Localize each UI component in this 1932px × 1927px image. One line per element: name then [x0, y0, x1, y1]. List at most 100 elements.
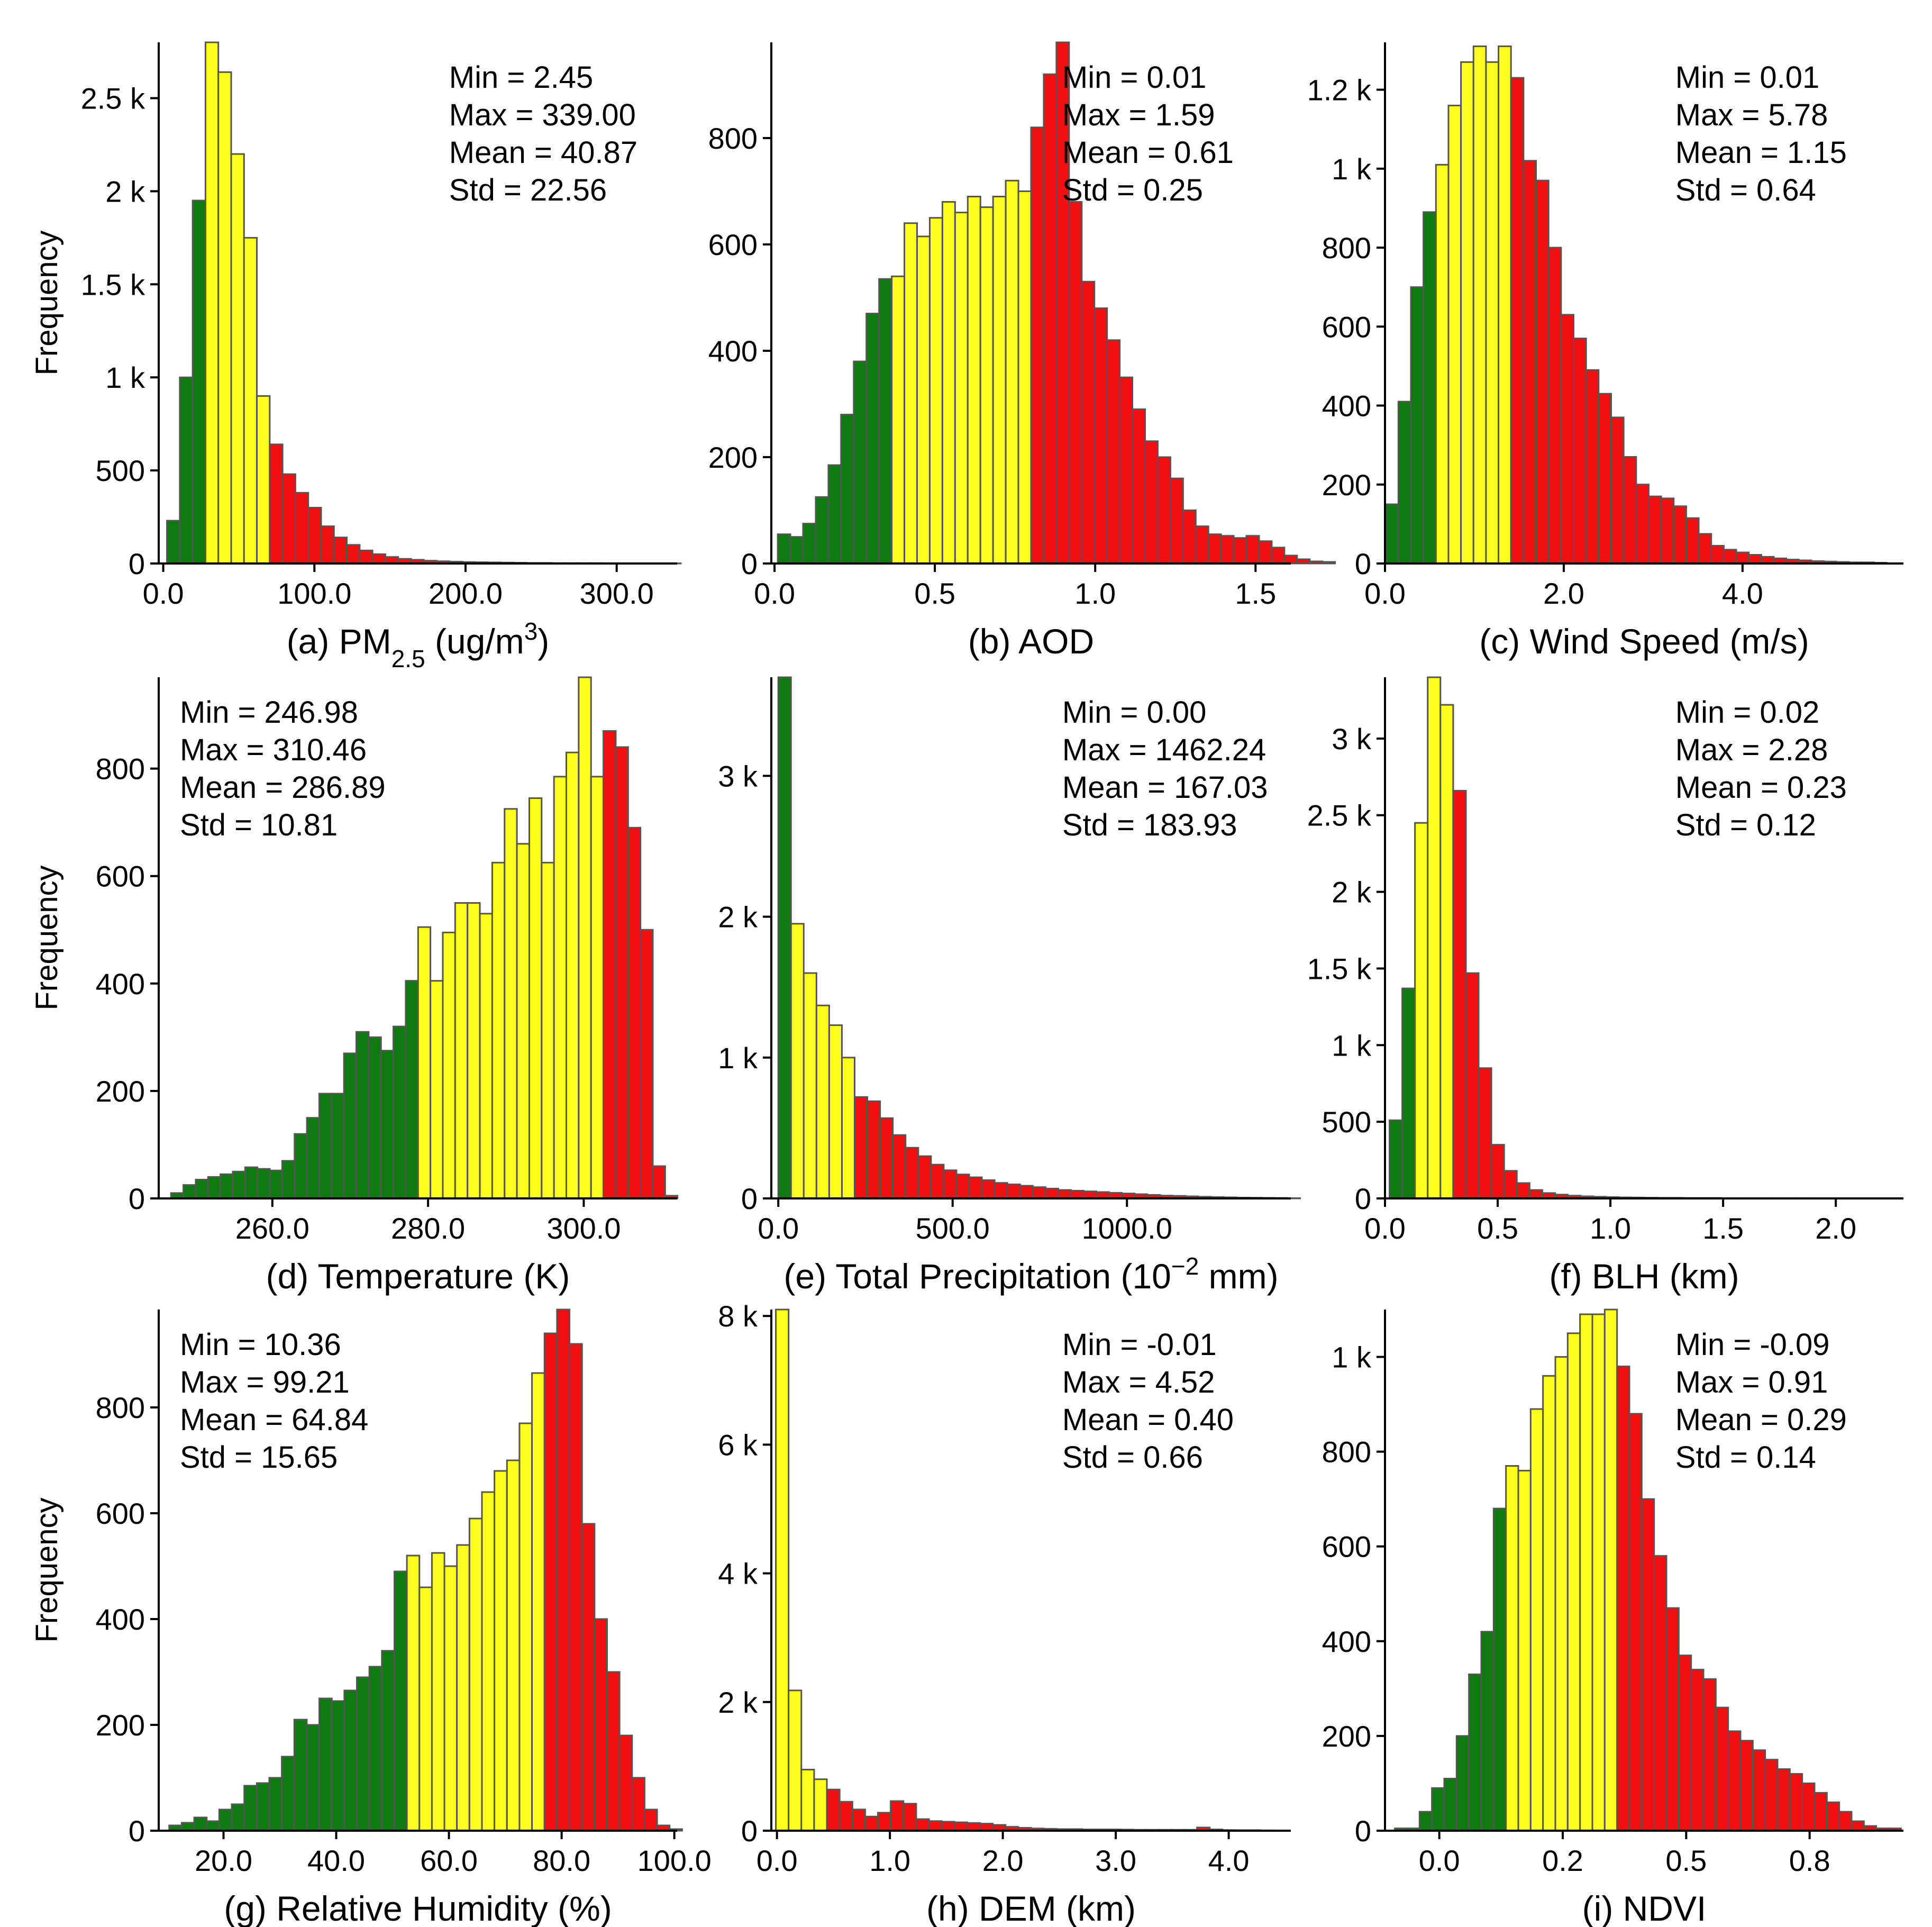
bar-i-10 [1517, 1469, 1532, 1832]
bar-b-0 [777, 533, 791, 565]
x-title-title_end: ) [537, 622, 549, 661]
bar-e-16 [981, 1179, 996, 1199]
bar-b-32 [1182, 509, 1197, 565]
bar-e-13 [943, 1169, 958, 1199]
x-tick-label: 280.0 [391, 1212, 465, 1245]
bar-g-17 [381, 1650, 395, 1832]
bar-d-20 [417, 926, 432, 1199]
bar-c-29 [1748, 554, 1762, 565]
bar-b-14 [954, 212, 969, 565]
stat-line: Min = -0.09 [1675, 1328, 1830, 1362]
bar-c-11 [1523, 160, 1537, 565]
bar-d-24 [467, 902, 481, 1199]
bar-g-33 [581, 1523, 596, 1832]
y-tick-label: 0 [1355, 547, 1371, 580]
x-title-title: (h) DEM (km) [926, 1889, 1136, 1927]
bar-b-37 [1245, 535, 1260, 565]
y-tick-label: 200 [96, 1708, 145, 1742]
bar-i-6 [1468, 1674, 1482, 1832]
y-tick-label: 1 k [1332, 1341, 1372, 1374]
bar-i-4 [1443, 1778, 1457, 1832]
x-tick-label: 0.0 [1364, 577, 1406, 610]
bar-g-34 [594, 1618, 608, 1832]
bar-g-7 [256, 1782, 270, 1832]
x-tick-label: 0.0 [754, 577, 795, 610]
bar-g-38 [643, 1808, 658, 1832]
bar-i-33 [1801, 1782, 1816, 1832]
x-tick-label: 1.0 [1590, 1212, 1631, 1245]
bar-g-24 [468, 1517, 483, 1832]
bar-b-20 [1030, 126, 1045, 565]
y-tick-label: 400 [1322, 1625, 1371, 1658]
y-tick-label: 800 [708, 122, 758, 155]
bar-a-3 [204, 41, 220, 565]
bar-i-22 [1665, 1607, 1680, 1832]
bar-h-9 [890, 1800, 905, 1832]
x-title-title: (a) PM [287, 622, 391, 661]
bar-h-1 [788, 1689, 803, 1832]
x-tick-label: 200.0 [429, 577, 503, 610]
bar-h-16 [979, 1823, 994, 1832]
bar-b-34 [1207, 533, 1222, 565]
bar-d-33 [578, 676, 592, 1199]
bar-d-19 [405, 980, 419, 1199]
x-tick-label: 0.5 [1477, 1212, 1518, 1245]
bar-g-35 [606, 1671, 621, 1832]
bar-c-17 [1598, 393, 1612, 565]
bar-c-9 [1498, 45, 1512, 565]
bar-g-20 [418, 1586, 433, 1832]
x-axis-title: (e) Total Precipitation (10−2 mm) [783, 1252, 1278, 1296]
bar-b-23 [1068, 201, 1083, 565]
bar-c-16 [1585, 369, 1600, 565]
stat-line: Min = 0.01 [1675, 60, 1819, 95]
bar-f-6 [1465, 972, 1480, 1199]
bar-g-2 [193, 1816, 208, 1832]
x-tick-label: 1.5 [1702, 1212, 1744, 1245]
bar-d-12 [318, 1093, 333, 1199]
x-tick-label: 4.0 [1208, 1844, 1250, 1877]
bar-a-2 [192, 199, 206, 565]
bar-c-1 [1397, 401, 1412, 565]
x-title-title: (d) Temperature (K) [266, 1257, 570, 1296]
x-tick-label: 0.0 [1419, 1844, 1460, 1877]
x-axis-title: (a) PM2.5 (ug/m3) [287, 617, 550, 672]
x-tick-label: 60.0 [420, 1844, 478, 1877]
bar-i-34 [1813, 1792, 1828, 1832]
x-title-title: (f) BLH (km) [1549, 1257, 1739, 1296]
y-tick-label: 0 [129, 547, 145, 580]
bar-d-18 [393, 1025, 407, 1199]
bar-b-15 [967, 195, 981, 565]
y-tick-label: 1 k [105, 361, 145, 394]
bar-i-15 [1579, 1313, 1593, 1832]
bar-a-0 [166, 520, 181, 565]
bar-d-1 [183, 1184, 197, 1199]
bar-i-25 [1702, 1678, 1717, 1832]
x-title-title_after: (ug/m [425, 622, 524, 661]
bar-b-25 [1093, 307, 1108, 565]
bar-g-37 [631, 1777, 645, 1832]
bar-i-36 [1838, 1811, 1853, 1832]
bar-a-12 [320, 525, 335, 565]
stat-line: Std = 183.93 [1062, 808, 1237, 842]
bar-b-31 [1169, 477, 1184, 565]
bar-b-40 [1283, 555, 1298, 565]
bar-g-9 [281, 1756, 295, 1832]
bar-g-8 [268, 1777, 283, 1832]
bar-f-9 [1503, 1170, 1518, 1199]
stat-line: Min = 0.02 [1675, 695, 1819, 730]
y-tick-label: 200 [1322, 1720, 1371, 1753]
bar-e-21 [1044, 1187, 1059, 1199]
stat-line: Min = 2.45 [449, 60, 593, 95]
y-tick-label: 3 k [718, 759, 758, 793]
stat-line: Std = 10.81 [180, 808, 338, 842]
y-tick-label: 500 [96, 454, 145, 487]
bar-c-10 [1510, 77, 1525, 565]
bar-b-17 [992, 195, 1007, 565]
bar-f-7 [1478, 1067, 1492, 1199]
panel-b: 0.0 0.5 1.0 1.5 0 200 400 600 800 (b) AOD Min = 0.… [708, 41, 1336, 661]
bar-e-22 [1057, 1189, 1072, 1199]
stat-line: Std = 0.14 [1675, 1440, 1816, 1475]
x-tick-label: 0.2 [1542, 1844, 1583, 1877]
